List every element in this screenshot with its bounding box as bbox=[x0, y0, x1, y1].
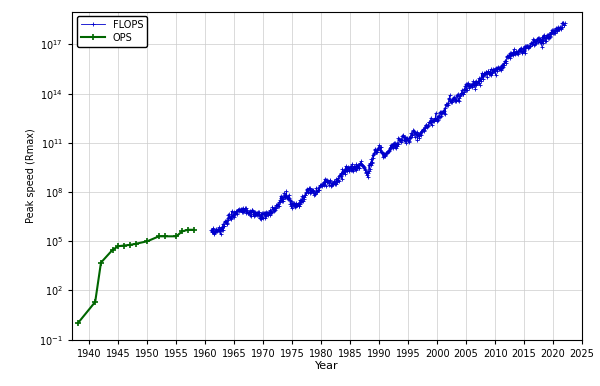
OPS bbox=[190, 227, 197, 232]
FLOPS bbox=[523, 44, 530, 49]
OPS bbox=[155, 234, 163, 239]
FLOPS bbox=[210, 232, 217, 237]
OPS bbox=[173, 234, 180, 239]
FLOPS bbox=[284, 195, 292, 200]
OPS bbox=[161, 234, 169, 239]
FLOPS bbox=[559, 20, 566, 25]
OPS bbox=[115, 244, 122, 249]
OPS bbox=[184, 227, 191, 232]
OPS bbox=[92, 300, 99, 304]
OPS bbox=[127, 242, 134, 247]
FLOPS bbox=[561, 21, 568, 25]
OPS bbox=[132, 242, 139, 246]
FLOPS bbox=[278, 196, 285, 200]
FLOPS bbox=[414, 133, 421, 138]
FLOPS bbox=[431, 117, 439, 122]
Line: FLOPS: FLOPS bbox=[209, 21, 566, 236]
FLOPS bbox=[208, 228, 215, 232]
FLOPS bbox=[478, 77, 485, 82]
Line: OPS: OPS bbox=[74, 226, 197, 327]
Legend: FLOPS, OPS: FLOPS, OPS bbox=[77, 17, 147, 47]
OPS bbox=[97, 260, 104, 265]
OPS bbox=[144, 239, 151, 244]
OPS bbox=[121, 243, 128, 248]
OPS bbox=[109, 247, 116, 252]
Y-axis label: Peak speed (Rmax): Peak speed (Rmax) bbox=[26, 128, 37, 223]
OPS bbox=[179, 229, 186, 234]
X-axis label: Year: Year bbox=[315, 361, 339, 371]
OPS bbox=[74, 321, 82, 326]
